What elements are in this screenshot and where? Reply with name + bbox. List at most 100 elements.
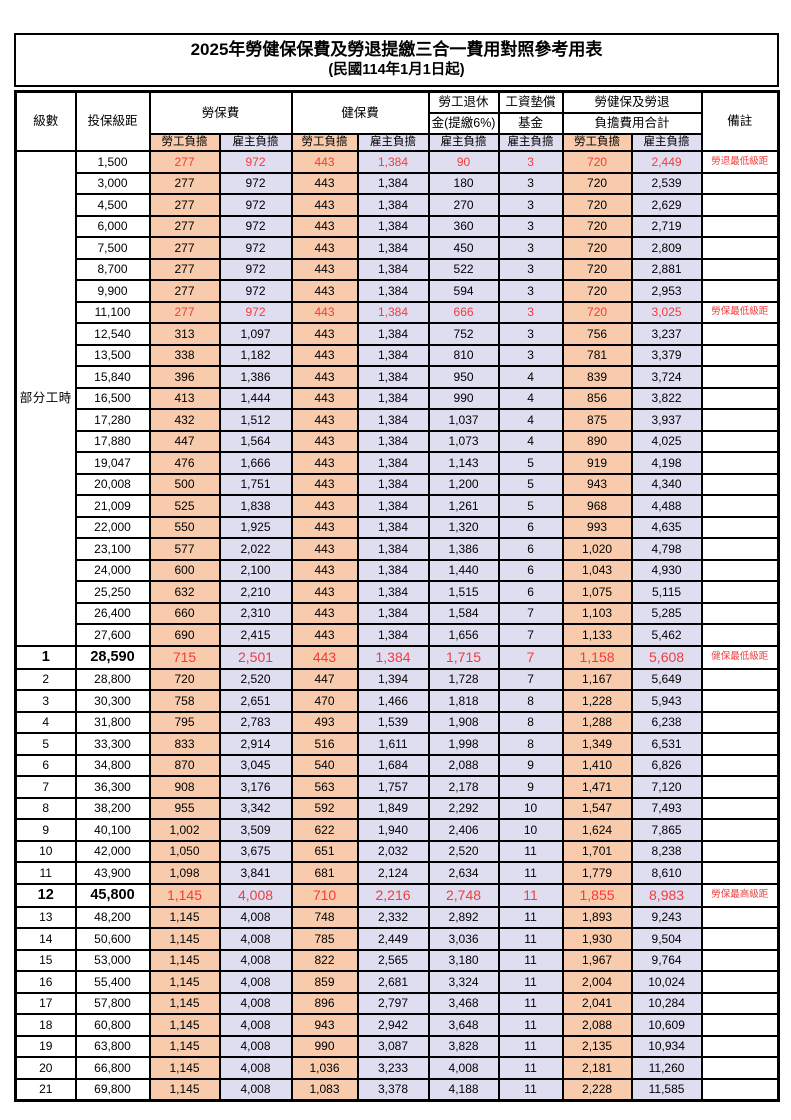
cell-total-employer: 4,198 <box>630 451 703 475</box>
cell-wage-fund-employer: 8 <box>497 732 564 756</box>
cell-li-employer: 1,182 <box>218 343 293 367</box>
cell-level: 14 <box>14 927 77 951</box>
cell-pension-employer: 810 <box>427 343 500 367</box>
cell-total-employee: 1,075 <box>561 580 633 604</box>
cell-total-employer: 7,493 <box>630 796 703 820</box>
cell-li-employer: 1,838 <box>218 494 293 518</box>
cell-remark <box>700 601 780 625</box>
cell-level: 6 <box>14 753 77 777</box>
cell-li-employee: 1,145 <box>148 970 221 994</box>
cell-bracket: 20,008 <box>74 472 151 496</box>
table-row: 21,009 525 1,838 443 1,384 1,261 5 968 4,488 <box>16 494 780 518</box>
col-header-total-line2: 負擔費用合計 <box>561 112 703 135</box>
table-subtitle: (民國114年1月1日起) <box>328 62 465 78</box>
cell-remark <box>700 905 780 929</box>
cell-hi-employer: 1,384 <box>356 150 430 174</box>
cell-total-employee: 720 <box>561 236 633 260</box>
cell-li-employer: 3,841 <box>218 861 293 885</box>
cell-level: 21 <box>14 1077 77 1102</box>
table-row: 2 28,800 720 2,520 447 1,394 1,728 7 1,167 5,649 <box>14 667 780 691</box>
cell-hi-employer: 1,940 <box>356 818 430 842</box>
cell-li-employer: 4,008 <box>218 991 293 1015</box>
cell-hi-employer: 2,565 <box>356 948 430 972</box>
subheader-pension-employer: 雇主負擔 <box>427 133 500 152</box>
cell-wage-fund-employer: 11 <box>497 861 564 885</box>
cell-li-employer: 972 <box>218 257 293 281</box>
cell-total-employee: 1,349 <box>561 732 633 756</box>
header-row-burden: 勞工負擔 雇主負擔 勞工負擔 雇主負擔 雇主負擔 雇主負擔 勞工負擔 雇主負擔 <box>16 133 779 152</box>
cell-pension-employer: 1,715 <box>427 644 500 670</box>
cell-total-employer: 2,539 <box>630 171 703 195</box>
cell-level: 4 <box>14 710 77 734</box>
cell-total-employer: 8,238 <box>630 839 703 863</box>
cell-bracket: 69,800 <box>74 1077 151 1102</box>
cell-hi-employee: 785 <box>290 927 359 951</box>
cell-total-employee: 943 <box>561 472 633 496</box>
cell-wage-fund-employer: 11 <box>497 1077 564 1102</box>
cell-bracket: 34,800 <box>74 753 151 777</box>
cell-hi-employer: 2,449 <box>356 927 430 951</box>
cell-total-employer: 9,504 <box>630 927 703 951</box>
cell-remark <box>700 991 780 1015</box>
cell-hi-employee: 651 <box>290 839 359 863</box>
cell-pension-employer: 990 <box>427 386 500 410</box>
cell-li-employee: 715 <box>148 644 221 670</box>
cell-bracket: 63,800 <box>74 1034 151 1058</box>
cell-hi-employer: 1,757 <box>356 775 430 799</box>
cell-pension-employer: 1,908 <box>427 710 500 734</box>
cell-remark <box>700 558 780 582</box>
cell-li-employer: 1,925 <box>218 515 293 539</box>
table-row: 23,100 577 2,022 443 1,384 1,386 6 1,020 4,798 <box>16 537 780 561</box>
cell-li-employer: 4,008 <box>218 905 293 929</box>
table-row: 16 55,400 1,145 4,008 859 2,681 3,324 11 2,004 10… <box>14 970 780 994</box>
cell-li-employee: 1,098 <box>148 861 221 885</box>
cell-total-employee: 720 <box>561 300 633 324</box>
cell-total-employee: 1,624 <box>561 818 633 842</box>
cell-li-employee: 1,145 <box>148 991 221 1015</box>
cell-li-employee: 476 <box>148 451 221 475</box>
cell-wage-fund-employer: 8 <box>497 689 564 713</box>
cell-hi-employer: 1,384 <box>356 365 430 389</box>
cell-hi-employer: 1,611 <box>356 732 430 756</box>
cell-li-employee: 525 <box>148 494 221 518</box>
cell-wage-fund-employer: 5 <box>497 451 564 475</box>
cell-bracket: 24,000 <box>74 558 151 582</box>
cell-bracket: 53,000 <box>74 948 151 972</box>
cell-bracket: 27,600 <box>74 623 151 647</box>
table-title: 2025年勞健保保費及勞退提繳三合一費用對照參考用表 <box>190 40 603 59</box>
cell-hi-employer: 2,216 <box>356 882 430 908</box>
cell-bracket: 7,500 <box>74 236 151 260</box>
cell-li-employee: 277 <box>148 279 221 303</box>
cell-level: 15 <box>14 948 77 972</box>
cell-total-employer: 8,983 <box>630 882 703 908</box>
col-header-pension-line2: 金(提繳6%) <box>427 112 500 135</box>
cell-wage-fund-employer: 11 <box>497 970 564 994</box>
cell-bracket: 57,800 <box>74 991 151 1015</box>
table-row: 3 30,300 758 2,651 470 1,466 1,818 8 1,228 5,943 <box>14 689 780 713</box>
cell-hi-employee: 710 <box>290 882 359 908</box>
cell-li-employee: 277 <box>148 193 221 217</box>
cell-li-employer: 3,045 <box>218 753 293 777</box>
cell-li-employee: 955 <box>148 796 221 820</box>
cell-total-employer: 6,531 <box>630 732 703 756</box>
table-row: 3,000 277 972 443 1,384 180 3 720 2,539 <box>16 171 780 195</box>
cell-total-employee: 1,701 <box>561 839 633 863</box>
cell-hi-employee: 443 <box>290 494 359 518</box>
cell-total-employee: 720 <box>561 150 633 174</box>
cell-hi-employer: 1,849 <box>356 796 430 820</box>
cell-wage-fund-employer: 10 <box>497 818 564 842</box>
cell-total-employer: 10,284 <box>630 991 703 1015</box>
cell-total-employer: 4,798 <box>630 537 703 561</box>
cell-li-employee: 277 <box>148 214 221 238</box>
cell-pension-employer: 1,320 <box>427 515 500 539</box>
table-row: 7,500 277 972 443 1,384 450 3 720 2,809 <box>16 236 780 260</box>
cell-remark <box>700 537 780 561</box>
cell-hi-employer: 1,384 <box>356 408 430 432</box>
cell-bracket: 13,500 <box>74 343 151 367</box>
cell-bracket: 12,540 <box>74 322 151 346</box>
cell-total-employee: 720 <box>561 279 633 303</box>
cell-pension-employer: 90 <box>427 150 500 174</box>
cell-wage-fund-employer: 7 <box>497 644 564 670</box>
col-header-wage-fund-line1: 工資墊償 <box>497 90 564 114</box>
